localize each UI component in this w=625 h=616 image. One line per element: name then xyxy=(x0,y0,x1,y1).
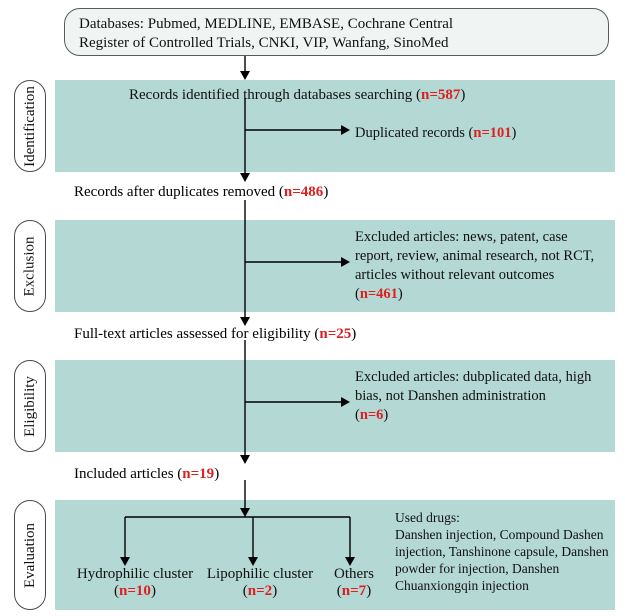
prisma-flowchart: Databases: Pubmed, MEDLINE, EMBASE, Coch… xyxy=(0,0,625,616)
identification-text: Records identified through databases sea… xyxy=(129,87,412,103)
databases-box: Databases: Pubmed, MEDLINE, EMBASE, Coch… xyxy=(64,8,609,56)
stage-label-evaluation: Evaluation xyxy=(14,500,46,610)
stage-label-exclusion: Exclusion xyxy=(14,220,46,312)
identification-count: n=587 xyxy=(421,87,460,103)
eval-child-others: Others (n=7) xyxy=(314,566,394,600)
eval-child-hydrophilic: Hydrophilic cluster (n=10) xyxy=(60,566,210,600)
databases-line2: Register of Controlled Trials, CNKI, VIP… xyxy=(79,34,594,53)
stage-label-identification: Identification xyxy=(14,80,46,172)
databases-line1: Databases: Pubmed, MEDLINE, EMBASE, Coch… xyxy=(79,15,594,34)
eligibility-side-text: Excluded articles: dubplicated data, hig… xyxy=(355,368,605,425)
fulltext-assessed-line: Full-text articles assessed for eligibil… xyxy=(74,326,356,343)
eval-child-lipophilic: Lipophilic cluster (n=2) xyxy=(190,566,330,600)
exclusion-side-text: Excluded articles: news, patent, case re… xyxy=(355,228,605,303)
after-duplicates-line: Records after duplicates removed (n=486) xyxy=(74,184,328,201)
stage-label-eligibility: Eligibility xyxy=(14,360,46,452)
included-articles-line: Included articles (n=19) xyxy=(74,466,219,483)
identification-side-text: Duplicated records (n=101) xyxy=(355,124,516,143)
evaluation-drugs-text: Used drugs: Danshen injection, Compound … xyxy=(395,510,610,594)
identification-band: Records identified through databases sea… xyxy=(55,80,615,172)
